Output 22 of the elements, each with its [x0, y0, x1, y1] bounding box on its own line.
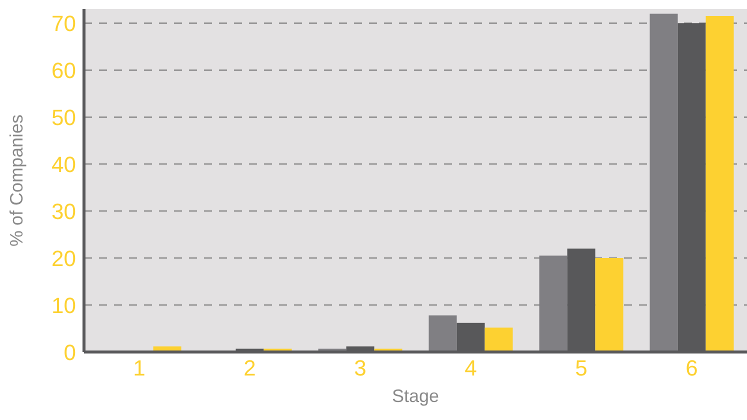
y-tick-label: 50: [52, 104, 76, 130]
x-tick-label: 6: [686, 356, 698, 381]
x-tick-label: 5: [575, 356, 588, 381]
bar: [539, 256, 568, 352]
y-axis-title: % of Companies: [6, 114, 26, 247]
bar: [595, 258, 624, 352]
bar: [706, 16, 734, 352]
bar: [428, 315, 457, 352]
y-tick-label: 10: [52, 292, 76, 318]
x-tick-label: 3: [354, 356, 366, 381]
y-tick-label: 30: [52, 198, 76, 224]
y-tick-label: 20: [52, 246, 76, 271]
x-axis-title: Stage: [392, 386, 440, 406]
x-tick-label: 1: [133, 356, 146, 381]
bar: [650, 14, 678, 352]
x-tick-label: 4: [464, 356, 477, 381]
y-tick-label: 40: [52, 152, 76, 177]
x-tick-label: 2: [244, 356, 256, 381]
bar: [484, 328, 513, 352]
y-tick-label: 0: [64, 340, 76, 365]
y-tick-label: 70: [52, 10, 76, 36]
y-tick-label: 60: [52, 58, 76, 83]
